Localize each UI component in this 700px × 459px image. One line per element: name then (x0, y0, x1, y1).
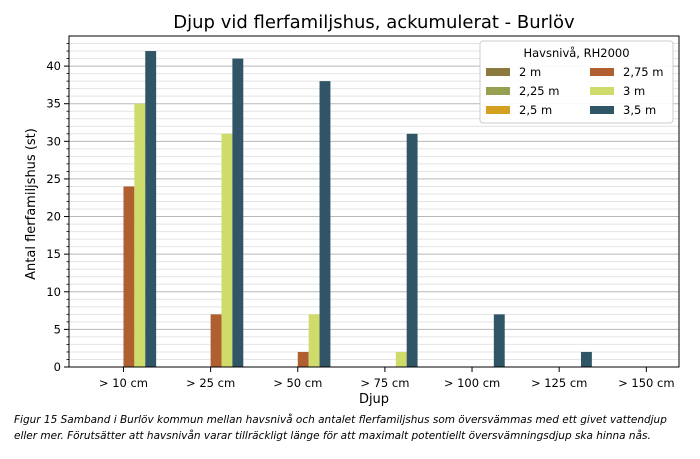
bars (123, 51, 592, 368)
x-tick-label: > 75 cm (360, 376, 409, 390)
legend-label: 2,25 m (519, 84, 559, 98)
bar (297, 351, 309, 367)
x-tick-label: > 150 cm (618, 376, 674, 390)
x-tick-label: > 25 cm (186, 376, 235, 390)
bar (134, 103, 146, 368)
x-axis-label: Djup (359, 392, 389, 407)
y-tick-label: 35 (46, 97, 61, 111)
x-tick-label: > 10 cm (99, 376, 148, 390)
y-tick-label: 40 (46, 59, 61, 73)
y-tick-label: 20 (46, 210, 61, 224)
legend-label: 3,5 m (623, 103, 656, 117)
chart-title: Djup vid flerfamiljshus, ackumulerat - B… (173, 12, 575, 33)
legend-label: 3 m (623, 84, 645, 98)
legend-title: Havsnivå, RH2000 (523, 46, 629, 60)
bar (232, 58, 244, 368)
y-axis-label: Antal flerfamiljshus (st) (24, 128, 39, 280)
x-tick-label: > 100 cm (444, 376, 500, 390)
chart: 0 5 10 15 20 25 30 35 40 > 10 cm > 25 cm > 50 cm > 7… (24, 12, 680, 407)
legend-label: 2,5 m (519, 103, 552, 117)
bar (123, 186, 135, 367)
bar (406, 133, 418, 367)
legend-label: 2,75 m (623, 65, 663, 79)
legend-swatch (590, 87, 614, 95)
y-tick-label: 25 (46, 172, 61, 186)
y-tick-label: 5 (54, 322, 61, 336)
bar (210, 314, 222, 367)
axes: 0 5 10 15 20 25 30 35 40 > 10 cm > 25 cm > 50 cm > 7… (46, 43, 675, 390)
y-tick-label: 10 (46, 285, 61, 299)
y-tick-label: 0 (54, 360, 61, 374)
legend-box (479, 40, 674, 124)
bar (580, 351, 592, 367)
bar (221, 133, 233, 367)
bar (319, 81, 331, 368)
legend-swatch (590, 68, 614, 76)
legend-swatch (486, 106, 510, 114)
bar (395, 351, 407, 367)
bar (145, 51, 157, 367)
legend-swatch (486, 87, 510, 95)
bar (308, 314, 320, 367)
x-tick-label: > 125 cm (531, 376, 587, 390)
x-tick-label: > 50 cm (273, 376, 322, 390)
y-tick-label: 15 (46, 247, 61, 261)
legend-swatch (590, 106, 614, 114)
figure-caption: Figur 15 Samband i Burlöv kommun mellan … (14, 414, 667, 442)
y-tick-label: 30 (46, 134, 61, 148)
legend: Havsnivå, RH2000 2 m 2,25 m 2,5 m 2,75 m 3 m 3… (479, 40, 674, 124)
bar (493, 314, 505, 367)
legend-label: 2 m (519, 65, 541, 79)
legend-swatch (486, 68, 510, 76)
